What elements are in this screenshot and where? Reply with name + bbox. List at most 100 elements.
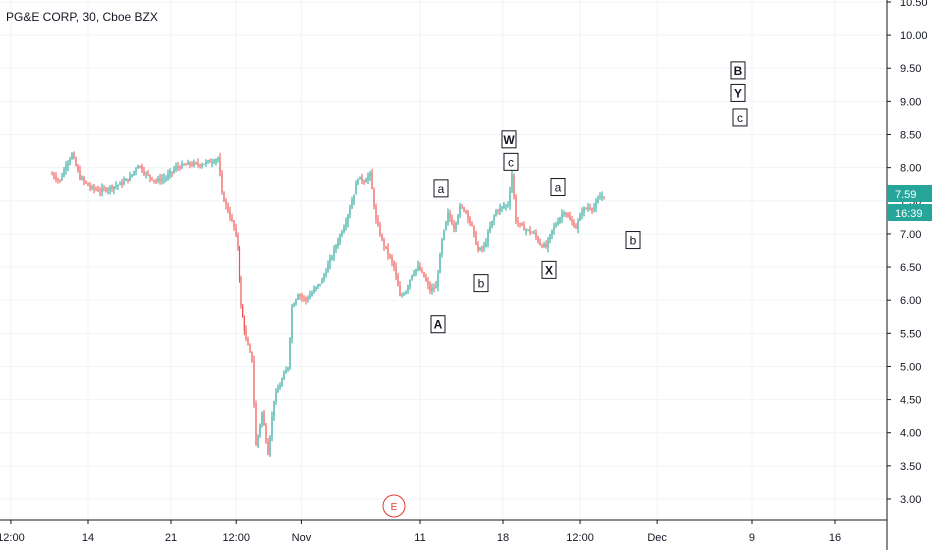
candle-body bbox=[279, 385, 281, 390]
candle-body bbox=[329, 258, 331, 265]
wave-label[interactable]: c bbox=[503, 152, 519, 171]
candle-body bbox=[263, 412, 265, 426]
candle-body bbox=[297, 295, 299, 300]
last-price-tag: 7.59 bbox=[895, 189, 916, 201]
candle-body bbox=[85, 181, 87, 183]
candle-body bbox=[283, 373, 285, 380]
candle-body bbox=[349, 208, 351, 216]
candle-body bbox=[165, 177, 167, 179]
candle-body bbox=[519, 222, 521, 224]
event-marker[interactable]: E bbox=[382, 494, 406, 518]
last-price-tag-bg bbox=[887, 185, 932, 202]
wave-label[interactable]: b bbox=[625, 231, 641, 250]
candle-body bbox=[242, 305, 244, 318]
candle-body bbox=[537, 237, 539, 242]
candle-body bbox=[289, 338, 291, 368]
candle-body bbox=[243, 317, 245, 331]
candle-body bbox=[445, 221, 447, 231]
candle-body bbox=[441, 239, 443, 255]
candle-body bbox=[421, 270, 423, 273]
candle-body bbox=[147, 173, 149, 175]
x-tick-label: 21 bbox=[165, 532, 177, 544]
candle-body bbox=[601, 196, 603, 198]
candle-body bbox=[325, 272, 327, 276]
candle-body bbox=[391, 257, 393, 262]
candle-body bbox=[167, 174, 169, 178]
candle-body bbox=[525, 229, 527, 231]
wave-label[interactable]: a bbox=[433, 179, 449, 198]
y-tick-label: 8.00 bbox=[900, 163, 921, 175]
candle-body bbox=[491, 220, 493, 227]
candle-body bbox=[65, 166, 67, 170]
x-tick-label: 12:00 bbox=[566, 532, 594, 544]
candle-body bbox=[307, 298, 309, 301]
candle-body bbox=[565, 212, 567, 216]
candle-body bbox=[267, 441, 269, 455]
wave-label[interactable]: B bbox=[730, 61, 746, 80]
wave-label[interactable]: X bbox=[541, 260, 557, 279]
candle-body bbox=[235, 226, 237, 236]
candle-body bbox=[559, 217, 561, 223]
candle-body bbox=[271, 416, 273, 437]
candle-body bbox=[417, 265, 419, 270]
wave-label[interactable]: Y bbox=[730, 83, 746, 102]
candle-body bbox=[53, 174, 55, 177]
candle-body bbox=[341, 232, 343, 236]
candle-body bbox=[227, 204, 229, 212]
candle-body bbox=[361, 176, 363, 181]
candle-body bbox=[173, 169, 175, 172]
candle-body bbox=[457, 215, 459, 223]
candle-body bbox=[373, 189, 375, 207]
candle-body bbox=[233, 220, 235, 227]
candle-body bbox=[149, 174, 151, 178]
candle-body bbox=[111, 186, 113, 189]
candle-body bbox=[415, 269, 417, 274]
wave-label-text: b bbox=[630, 234, 637, 248]
wave-label[interactable]: W bbox=[501, 130, 517, 149]
candle-body bbox=[229, 211, 231, 218]
candle-body bbox=[217, 157, 219, 160]
candle-body bbox=[71, 153, 73, 159]
y-tick-label: 6.50 bbox=[900, 262, 921, 274]
x-tick-label: Nov bbox=[292, 532, 312, 544]
wave-label[interactable]: A bbox=[430, 315, 446, 334]
candle-body bbox=[409, 279, 411, 287]
candle-body bbox=[527, 229, 529, 231]
candle-body bbox=[327, 264, 329, 273]
candle-body bbox=[123, 180, 125, 185]
wave-label[interactable]: b bbox=[473, 274, 489, 293]
candle-body bbox=[387, 247, 389, 255]
candle-body bbox=[407, 286, 409, 292]
price-tags: 7.59 16:39 bbox=[887, 185, 932, 221]
wave-label-box bbox=[503, 152, 519, 171]
y-tick-label: 4.00 bbox=[900, 428, 921, 440]
candle-body bbox=[181, 164, 183, 169]
candle-body bbox=[487, 232, 489, 243]
candle-body bbox=[461, 205, 463, 208]
candle-body bbox=[79, 170, 81, 180]
candle-body bbox=[237, 235, 239, 248]
candle-body bbox=[133, 171, 135, 175]
candle-body bbox=[447, 212, 449, 222]
candle-body bbox=[101, 188, 103, 192]
candle-body bbox=[363, 180, 365, 183]
candle-body bbox=[205, 161, 207, 164]
candle-body bbox=[155, 180, 157, 182]
wave-label-box bbox=[730, 61, 746, 80]
wave-label[interactable]: a bbox=[550, 178, 566, 197]
candle-body bbox=[189, 162, 191, 165]
candle-body bbox=[493, 215, 495, 221]
candle-body bbox=[63, 169, 65, 177]
candle-body bbox=[153, 179, 155, 181]
candle-body bbox=[81, 178, 83, 180]
candle-body bbox=[211, 162, 213, 164]
y-tick-label: 5.50 bbox=[900, 328, 921, 340]
candle-body bbox=[489, 226, 491, 233]
candle-body bbox=[429, 284, 431, 291]
candle-body bbox=[195, 162, 197, 164]
wave-label[interactable]: c bbox=[732, 108, 748, 127]
candle-body bbox=[575, 226, 577, 229]
candle-body bbox=[567, 215, 569, 217]
candle-body bbox=[61, 176, 63, 181]
